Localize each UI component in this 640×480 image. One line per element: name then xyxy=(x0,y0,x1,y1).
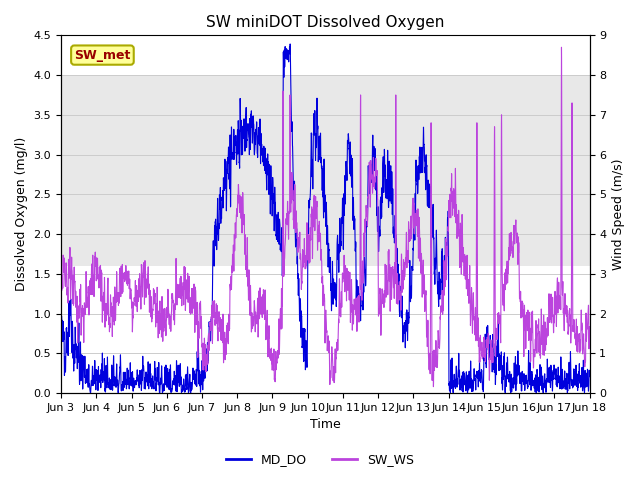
Title: SW miniDOT Dissolved Oxygen: SW miniDOT Dissolved Oxygen xyxy=(206,15,445,30)
Bar xyxy=(61,75,589,266)
X-axis label: Time: Time xyxy=(310,419,340,432)
Y-axis label: Dissolved Oxygen (mg/l): Dissolved Oxygen (mg/l) xyxy=(15,137,28,291)
Text: SW_met: SW_met xyxy=(74,48,131,61)
Legend: MD_DO, SW_WS: MD_DO, SW_WS xyxy=(221,448,419,471)
Y-axis label: Wind Speed (m/s): Wind Speed (m/s) xyxy=(612,158,625,270)
